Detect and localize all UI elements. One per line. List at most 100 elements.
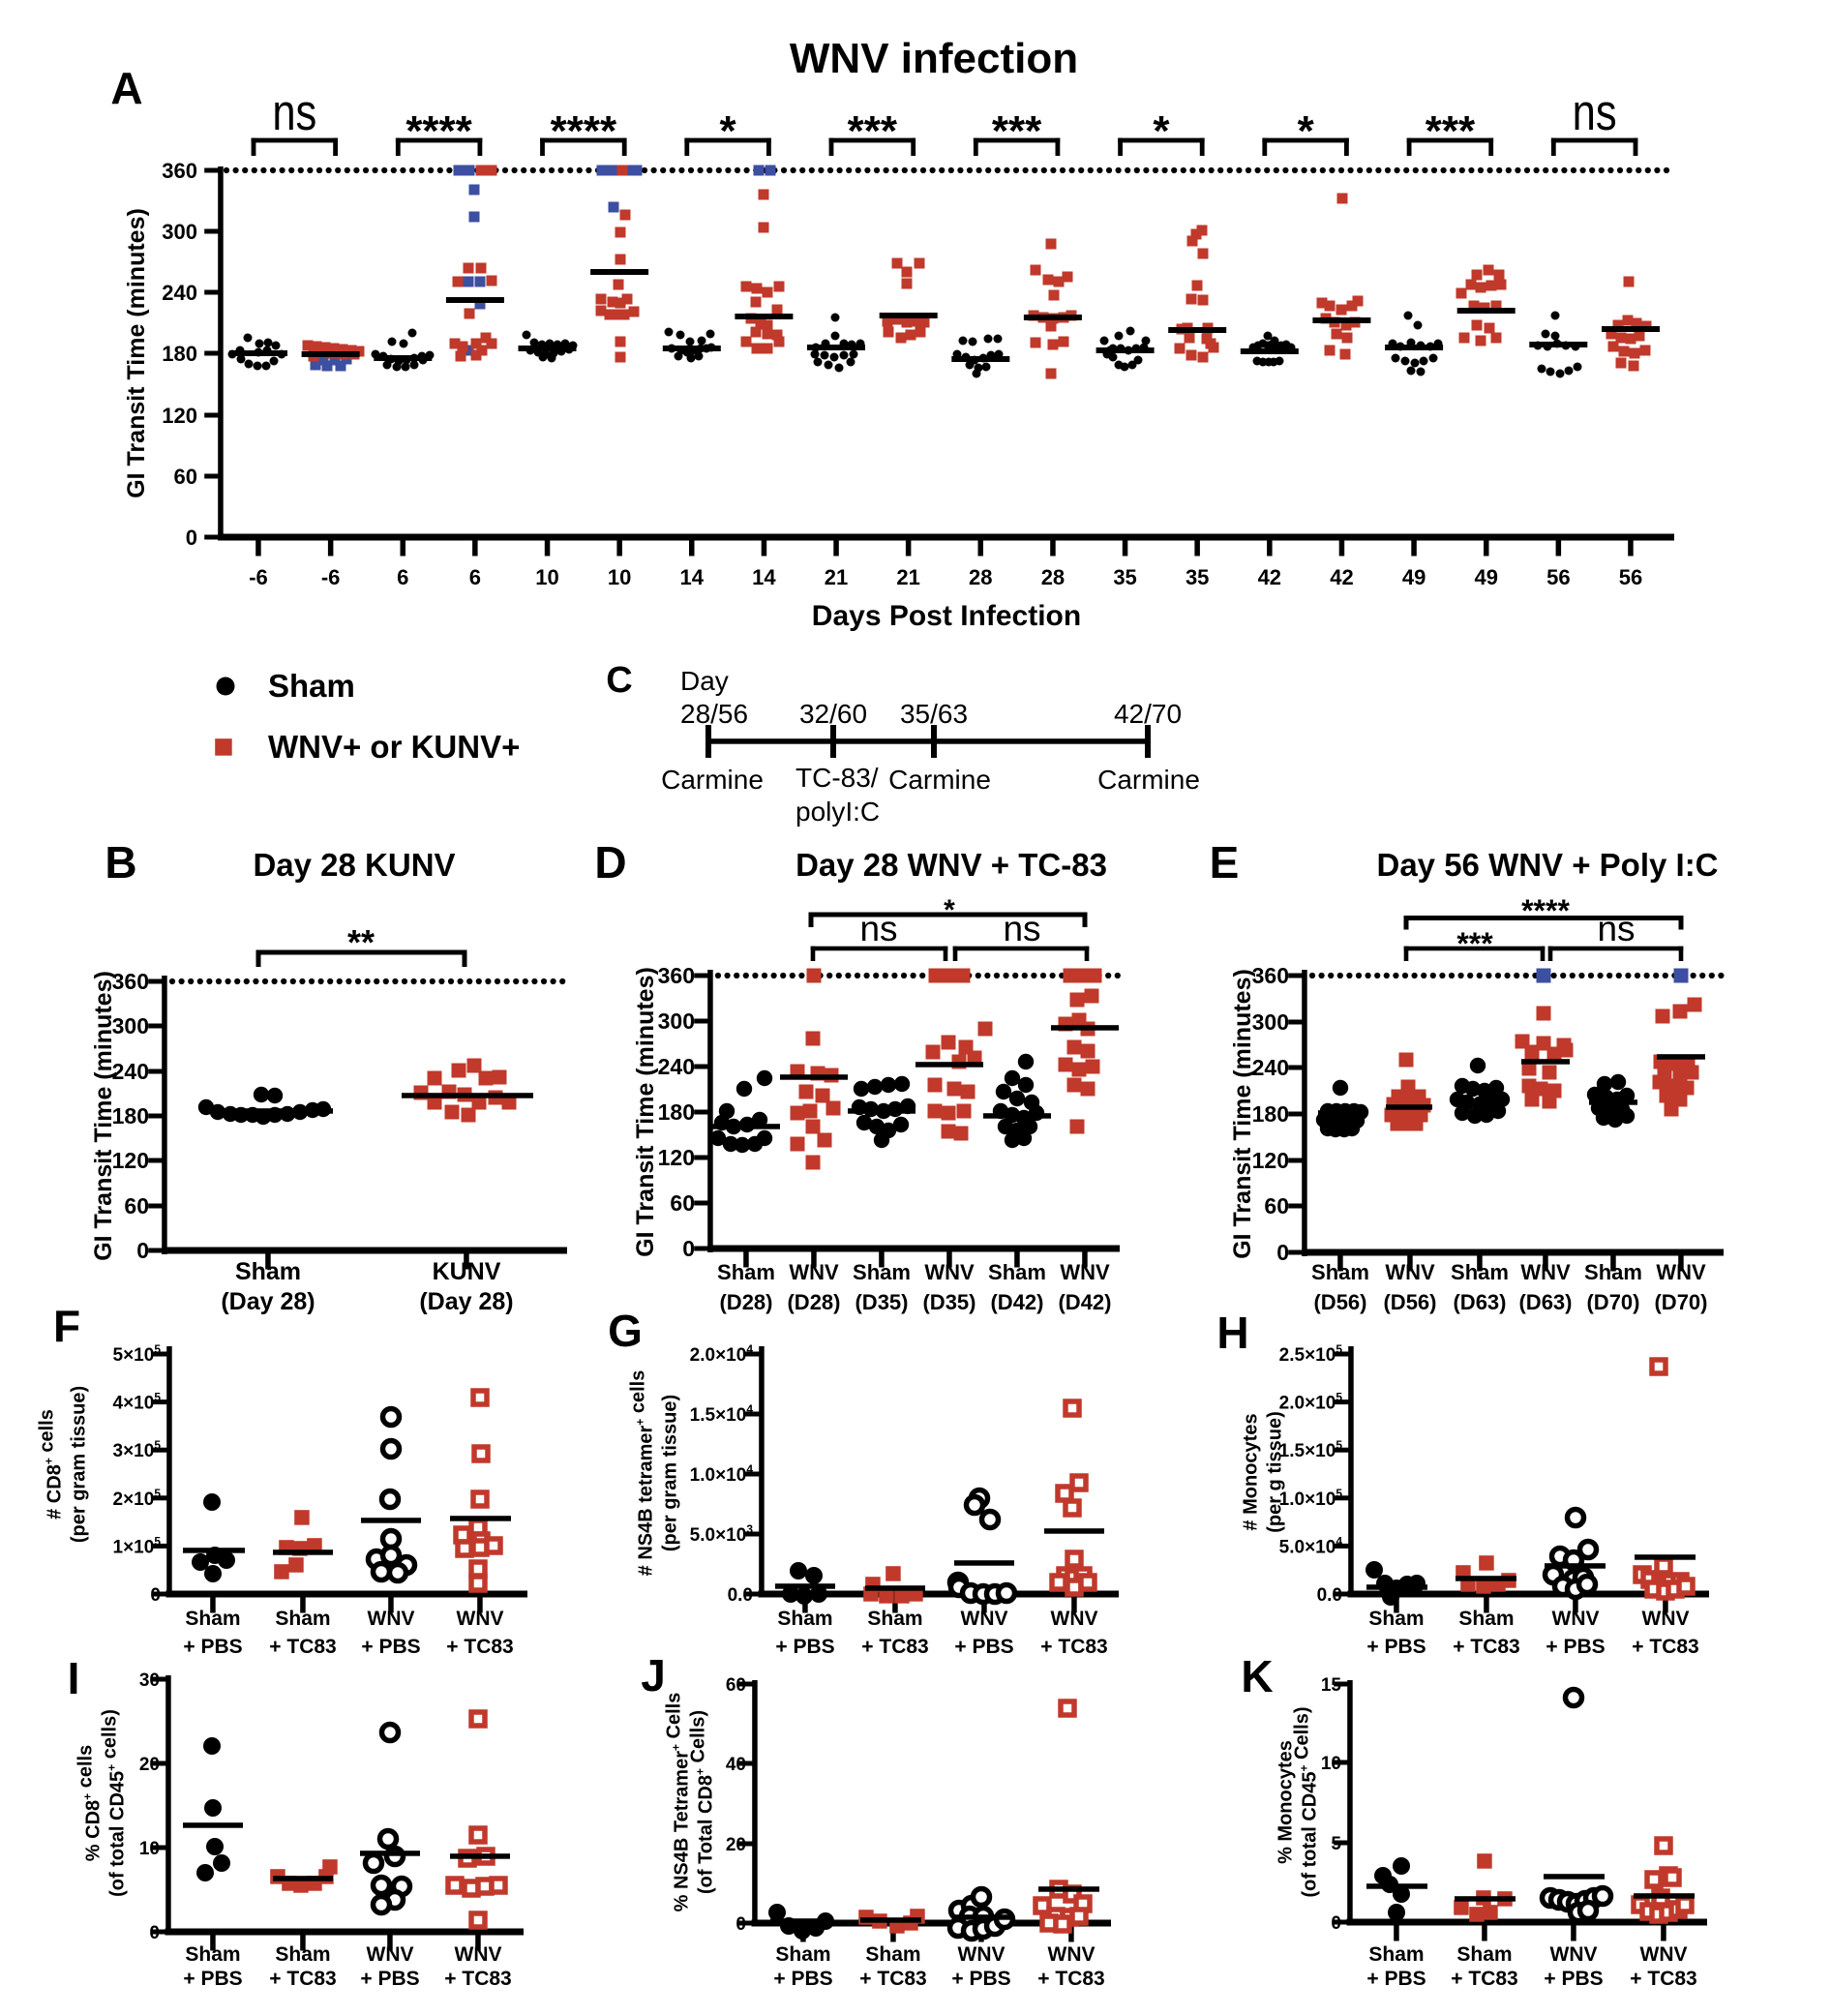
svg-text:180: 180 — [1252, 1101, 1289, 1127]
svg-text:(D56): (D56) — [1313, 1290, 1366, 1314]
svg-text:180: 180 — [658, 1099, 695, 1125]
svg-text:+ PBS: + PBS — [951, 1968, 1010, 1990]
svg-text:60: 60 — [670, 1190, 695, 1216]
svg-text:G: G — [608, 1306, 643, 1356]
svg-text:60: 60 — [174, 465, 197, 489]
svg-text:20: 20 — [139, 1755, 160, 1775]
svg-text:0: 0 — [136, 1238, 149, 1263]
svg-text:Carmine: Carmine — [661, 765, 764, 795]
svg-text:14: 14 — [752, 565, 776, 589]
svg-text:300: 300 — [112, 1013, 149, 1038]
svg-text:35/63: 35/63 — [900, 699, 968, 729]
svg-text:4×105: 4×105 — [113, 1391, 162, 1414]
svg-text:Day 28 KUNV: Day 28 KUNV — [253, 847, 455, 883]
svg-text:+ TC83: + TC83 — [1630, 1968, 1696, 1990]
svg-text:120: 120 — [162, 404, 197, 428]
svg-text:10: 10 — [608, 565, 631, 589]
svg-text:*: * — [1153, 107, 1170, 155]
svg-text:0.0: 0.0 — [728, 1585, 753, 1606]
svg-text:30: 30 — [139, 1670, 160, 1691]
svg-text:WNV: WNV — [1060, 1260, 1110, 1284]
svg-text:(D35): (D35) — [922, 1290, 976, 1314]
svg-text:+ TC83: + TC83 — [269, 1968, 336, 1990]
svg-text:60: 60 — [1264, 1193, 1289, 1219]
svg-text:*: * — [1298, 107, 1315, 155]
svg-text:(D28): (D28) — [719, 1290, 772, 1314]
svg-text:+ TC83: + TC83 — [1632, 1636, 1698, 1658]
svg-text:1×105: 1×105 — [113, 1534, 162, 1557]
svg-text:WNV: WNV — [1552, 1608, 1600, 1630]
svg-text:+ PBS: + PBS — [1366, 1968, 1426, 1990]
svg-text:42: 42 — [1258, 565, 1281, 589]
svg-text:KUNV: KUNV — [433, 1258, 501, 1285]
svg-text:+ PBS: + PBS — [1544, 1968, 1603, 1990]
svg-text:A: A — [110, 63, 142, 113]
svg-text:240: 240 — [112, 1059, 149, 1084]
svg-text:+ PBS: + PBS — [360, 1968, 419, 1990]
svg-text:WNV infection: WNV infection — [790, 35, 1078, 82]
svg-text:+ PBS: + PBS — [775, 1636, 834, 1658]
svg-text:+ PBS: + PBS — [361, 1636, 420, 1658]
svg-text:WNV: WNV — [368, 1608, 415, 1630]
svg-text:WNV: WNV — [1051, 1608, 1098, 1630]
svg-text:1.5×105: 1.5×105 — [1279, 1438, 1343, 1461]
svg-text:Sham: Sham — [1368, 1943, 1424, 1966]
svg-text:Sham: Sham — [1311, 1260, 1369, 1284]
svg-text:Sham: Sham — [1456, 1943, 1512, 1966]
svg-text:ns: ns — [1573, 84, 1617, 141]
svg-text:360: 360 — [162, 159, 197, 183]
svg-text:# Monocytes(per g tissue): # Monocytes (per g tissue) — [1241, 1411, 1286, 1533]
svg-text:28: 28 — [969, 565, 992, 589]
svg-text:Sham: Sham — [185, 1608, 240, 1630]
svg-text:2×105: 2×105 — [113, 1487, 162, 1510]
svg-text:GI Transit Time (minutes): GI Transit Time (minutes) — [1229, 969, 1256, 1259]
svg-text:WNV: WNV — [1642, 1608, 1690, 1630]
svg-text:Sham: Sham — [1458, 1608, 1514, 1630]
svg-text:35: 35 — [1186, 565, 1209, 589]
svg-text:-6: -6 — [249, 565, 268, 589]
svg-text:15: 15 — [1321, 1675, 1342, 1696]
svg-text:Carmine: Carmine — [888, 765, 991, 795]
svg-text:32/60: 32/60 — [799, 699, 867, 729]
svg-text:***: *** — [1426, 107, 1476, 155]
svg-text:120: 120 — [1252, 1148, 1289, 1173]
svg-text:Sham: Sham — [268, 668, 355, 704]
svg-text:WNV: WNV — [457, 1608, 504, 1630]
svg-text:*: * — [944, 894, 955, 926]
svg-text:0: 0 — [682, 1236, 695, 1261]
svg-text:+ TC83: + TC83 — [859, 1968, 926, 1990]
svg-text:+ PBS: + PBS — [773, 1968, 832, 1990]
svg-text:120: 120 — [658, 1145, 695, 1170]
svg-text:Sham: Sham — [235, 1258, 301, 1285]
svg-text:10: 10 — [139, 1839, 160, 1859]
svg-text:360: 360 — [1252, 963, 1289, 988]
svg-text:WNV: WNV — [1385, 1260, 1435, 1284]
svg-text:WNV: WNV — [961, 1608, 1008, 1630]
svg-text:180: 180 — [162, 342, 197, 366]
svg-text:+ TC83: + TC83 — [444, 1968, 511, 1990]
svg-text:Sham: Sham — [1368, 1608, 1424, 1630]
svg-text:56: 56 — [1619, 565, 1642, 589]
svg-text:*: * — [720, 107, 737, 155]
svg-text:***: *** — [992, 107, 1042, 155]
svg-text:WNV+ or KUNV+: WNV+ or KUNV+ — [268, 729, 520, 765]
svg-text:Sham: Sham — [777, 1608, 832, 1630]
svg-text:0: 0 — [149, 1923, 160, 1943]
svg-text:(D70): (D70) — [1586, 1290, 1639, 1314]
svg-text:0.0: 0.0 — [1317, 1585, 1342, 1606]
svg-text:42/70: 42/70 — [1114, 699, 1182, 729]
svg-text:ns: ns — [859, 909, 897, 948]
svg-text:Sham: Sham — [1584, 1260, 1642, 1284]
svg-text:Sham: Sham — [988, 1260, 1046, 1284]
svg-text:Day 56 WNV + Poly I:C: Day 56 WNV + Poly I:C — [1376, 847, 1718, 883]
svg-text:E: E — [1210, 837, 1240, 888]
svg-text:+ TC83: + TC83 — [1451, 1968, 1517, 1990]
svg-text:14: 14 — [680, 565, 705, 589]
svg-text:0: 0 — [735, 1914, 746, 1935]
svg-text:28: 28 — [1041, 565, 1065, 589]
svg-text:240: 240 — [1252, 1055, 1289, 1080]
svg-text:ns: ns — [272, 84, 316, 141]
svg-text:WNV: WNV — [1048, 1943, 1096, 1966]
svg-text:WNV: WNV — [789, 1260, 839, 1284]
svg-text:+ PBS: + PBS — [954, 1636, 1013, 1658]
